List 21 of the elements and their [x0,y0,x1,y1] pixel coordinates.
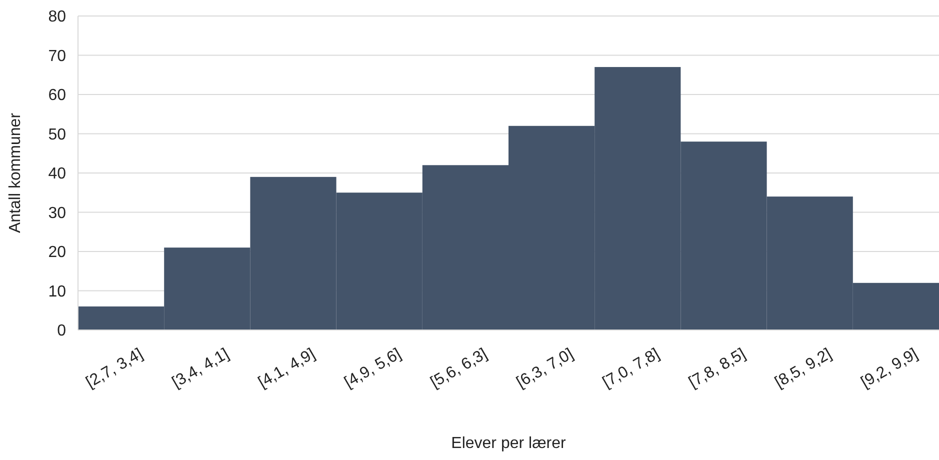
x-tick-label: [6,3, 7,0] [514,346,576,392]
y-tick-label: 80 [48,8,66,26]
y-tick-label: 10 [48,283,66,300]
x-tick-label: [5,6, 6,3] [428,346,490,392]
y-tick-label: 40 [48,166,66,183]
x-axis-title: Elever per lærer [451,435,567,452]
y-tick-label: 20 [48,244,66,262]
x-tick-label: [4,1, 4,9] [256,346,318,392]
x-tick-label: [2,7, 3,4] [83,346,146,392]
y-tick-label: 60 [48,87,66,104]
y-tick-label: 0 [57,322,66,340]
x-tick-label: [7,8, 8,5] [686,346,749,392]
y-tick-label: 70 [48,48,66,65]
x-tick-label: [3,4, 4,1] [170,346,232,392]
y-axis-title: Antall kommuner [7,112,24,234]
x-tick-label: [8,5, 9,2] [772,346,835,392]
y-tick-label: 30 [48,204,66,222]
x-tick-label: [7,0, 7,8] [600,346,662,392]
x-tick-label: [9,2, 9,9] [858,346,921,392]
y-tick-label: 50 [48,126,66,144]
x-tick-label: [4,9, 5,6] [342,346,404,392]
